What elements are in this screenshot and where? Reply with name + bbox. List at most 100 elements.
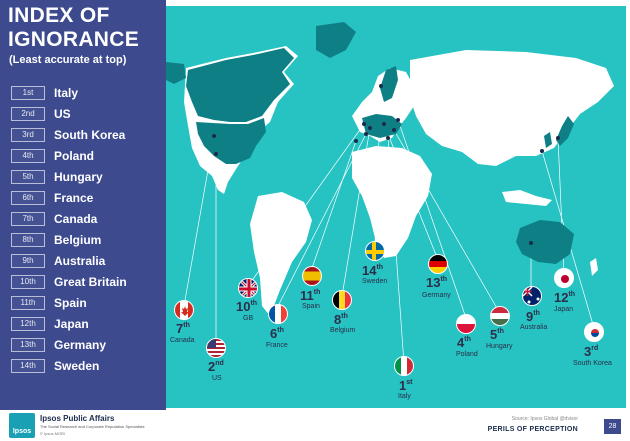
sweden-label: Sweden (362, 278, 388, 285)
poland-flag-icon (456, 314, 476, 334)
list-item: 3rd South Korea (11, 124, 161, 145)
australia-label: Australia (520, 324, 548, 331)
canada-flag-icon (174, 300, 194, 320)
japan-rank: 12th (554, 290, 576, 305)
rank-badge: 3rd (11, 127, 45, 142)
spain-label: Spain (302, 303, 320, 310)
hungary-rank: 5th (490, 327, 504, 342)
sweden-rank: 14th (362, 263, 384, 278)
list-item: 2nd US (11, 103, 161, 124)
greenland-land (316, 22, 356, 58)
belgium-flag-icon (332, 290, 352, 310)
rank-badge: 6th (11, 190, 45, 205)
rank-country: Italy (54, 85, 79, 100)
list-item: 14th Sweden (11, 355, 161, 376)
belgium-label: Belgium (330, 327, 356, 334)
page-number: 28 (604, 419, 621, 434)
source-note: Source: Ipsos Global @dvisor (511, 416, 578, 422)
alaska-land (166, 62, 186, 84)
world-map-graphic (166, 22, 614, 365)
france-label: France (266, 342, 288, 349)
panel-subtitle: (Least accurate at top) (9, 54, 127, 66)
list-item: 4th Poland (11, 145, 161, 166)
canada-land (186, 48, 294, 122)
australia-land (516, 220, 574, 264)
panel-title: INDEX OF IGNORANCE (8, 4, 140, 51)
rank-country: US (54, 106, 71, 121)
south-korea-rank: 3rd (584, 344, 599, 359)
ranking-panel: INDEX OF IGNORANCE (Least accurate at to… (0, 0, 166, 410)
rank-country: Sweden (54, 358, 100, 373)
list-item: 12th Japan (11, 313, 161, 334)
list-item: 7th Canada (11, 208, 161, 229)
germany-label: Germany (422, 292, 451, 299)
poland-label: Poland (456, 351, 478, 358)
rank-country: Germany (54, 337, 107, 352)
us-land (196, 118, 266, 164)
canada-label: Canada (170, 337, 195, 344)
footer-title: PERILS OF PERCEPTION (487, 426, 578, 433)
rank-badge: 7th (11, 211, 45, 226)
germany-flag-icon (428, 254, 448, 274)
ranking-list: 1st Italy 2nd US 3rd South Korea 4th Poland … (11, 82, 161, 376)
rank-badge: 14th (11, 358, 45, 373)
west-europe-land (362, 114, 402, 138)
rank-badge: 8th (11, 232, 45, 247)
rank-country: Australia (54, 253, 106, 268)
indonesia-land (502, 190, 552, 206)
japan-flag-icon (554, 268, 574, 288)
italy-flag-icon (394, 356, 414, 376)
rank-badge: 1st (11, 85, 45, 100)
rank-country: Japan (54, 316, 89, 331)
brand-copyright: © Ipsos MORI (40, 431, 66, 436)
ipsos-logo-icon: Ipsos (9, 413, 35, 438)
canada-rank: 7th (176, 321, 190, 336)
list-item: 1st Italy (11, 82, 161, 103)
list-item: 8th Belgium (11, 229, 161, 250)
france-flag-icon (268, 304, 288, 324)
australia-flag-icon (522, 286, 542, 306)
rank-country: Poland (54, 148, 95, 163)
rank-country: Belgium (54, 232, 102, 247)
rank-badge: 13th (11, 337, 45, 352)
brand-name: Ipsos Public Affairs (40, 414, 115, 423)
rank-badge: 5th (11, 169, 45, 184)
japan-land (556, 116, 574, 146)
rank-badge: 12th (11, 316, 45, 331)
asia-land (410, 50, 614, 166)
us-label: US (212, 375, 222, 382)
brand-tagline: The Social Research and Corporate Reputa… (40, 424, 145, 429)
list-item: 6th France (11, 187, 161, 208)
rank-country: Canada (54, 211, 98, 226)
south-korea-label: South Korea (573, 360, 612, 367)
poland-rank: 4th (457, 335, 471, 350)
rank-badge: 10th (11, 274, 45, 289)
spain-rank: 11th (300, 288, 321, 303)
list-item: 13th Germany (11, 334, 161, 355)
location-dots (212, 84, 560, 245)
hungary-flag-icon (490, 306, 510, 326)
gb-flag-icon (238, 278, 258, 298)
footer: Ipsos Ipsos Public Affairs The Social Re… (0, 410, 630, 441)
list-item: 11th Spain (11, 292, 161, 313)
south-america-land (250, 192, 312, 316)
scandinavia-land (380, 66, 398, 102)
us-rank: 2nd (208, 359, 224, 374)
korea-land (544, 132, 552, 148)
japan-label: Japan (554, 306, 574, 313)
list-item: 10th Great Britain (11, 271, 161, 292)
africa-land (352, 146, 432, 258)
rank-country: Spain (54, 295, 87, 310)
rank-badge: 2nd (11, 106, 45, 121)
italy-label: Italy (398, 393, 411, 400)
hungary-label: Hungary (486, 343, 513, 350)
south-korea-flag-icon (584, 322, 604, 342)
rank-country: Great Britain (54, 274, 127, 289)
spain-flag-icon (302, 266, 322, 286)
new-zealand-land (590, 258, 598, 276)
sweden-flag-icon (365, 241, 385, 261)
list-item: 5th Hungary (11, 166, 161, 187)
rank-badge: 11th (11, 295, 45, 310)
rank-country: Hungary (54, 169, 103, 184)
rank-badge: 9th (11, 253, 45, 268)
